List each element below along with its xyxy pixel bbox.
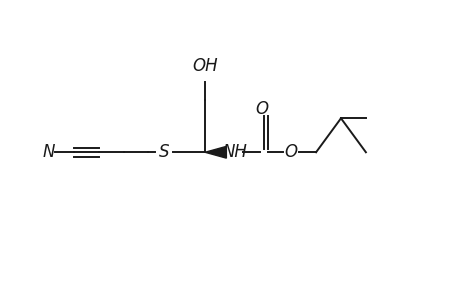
- Text: N: N: [43, 143, 55, 161]
- Text: OH: OH: [192, 57, 218, 75]
- Text: O: O: [284, 143, 297, 161]
- Text: S: S: [159, 143, 169, 161]
- Text: NH: NH: [222, 143, 246, 161]
- Polygon shape: [205, 146, 226, 158]
- Text: O: O: [255, 100, 268, 118]
